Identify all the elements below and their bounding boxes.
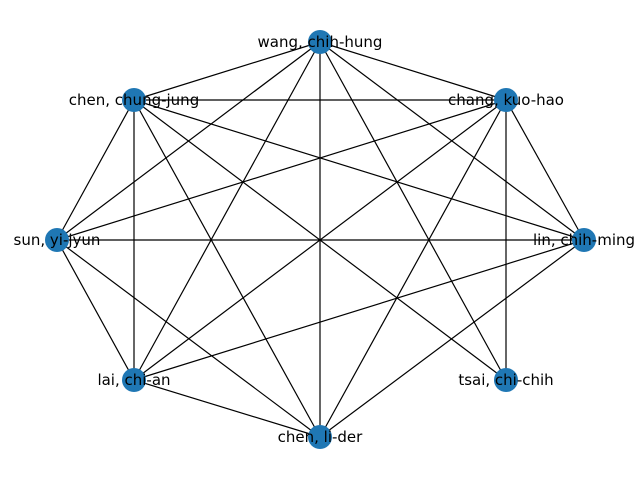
label-layer: wang, chih-hung chang, kuo-hao lin, chih-m… [14, 33, 635, 446]
edge-wang-chang [319, 41, 507, 101]
node-label-chenlider: chen, li-der [278, 428, 364, 446]
node-label-lai: lai, chi-an [97, 371, 170, 389]
node-lin[interactable] [572, 228, 596, 252]
node-chenlider[interactable] [308, 425, 332, 449]
edge-lin-lai [133, 239, 585, 381]
edge-chenlider-sun [56, 239, 321, 438]
edge-lin-chenchung [133, 99, 585, 241]
node-layer [45, 30, 596, 449]
edge-tsai-chenchung [133, 99, 507, 381]
edge-lin-chenlider [319, 239, 585, 438]
node-label-lin: lin, chih-ming [533, 231, 635, 249]
edge-chang-chenlider [319, 99, 507, 438]
node-label-chenchung: chen, chung-jung [69, 91, 199, 109]
node-sun[interactable] [45, 228, 69, 252]
node-label-sun: sun, yi-jyun [14, 231, 101, 249]
edge-wang-tsai [319, 41, 507, 381]
edge-chang-sun [56, 99, 507, 241]
edge-chang-lin [505, 99, 585, 241]
node-label-chang: chang, kuo-hao [448, 91, 564, 109]
edge-wang-lai [133, 41, 321, 381]
edge-lai-sun [56, 239, 135, 381]
node-label-wang: wang, chih-hung [258, 33, 383, 51]
edge-chenlider-chenchung [133, 99, 321, 438]
node-tsai[interactable] [494, 368, 518, 392]
edge-sun-chenchung [56, 99, 135, 241]
node-wang[interactable] [308, 30, 332, 54]
node-chang[interactable] [494, 88, 518, 112]
edge-chenlider-lai [133, 379, 321, 438]
edge-wang-chenchung [133, 41, 321, 101]
edge-layer [56, 41, 585, 438]
node-chenchung[interactable] [122, 88, 146, 112]
node-label-tsai: tsai, chi-chih [458, 371, 553, 389]
node-lai[interactable] [122, 368, 146, 392]
